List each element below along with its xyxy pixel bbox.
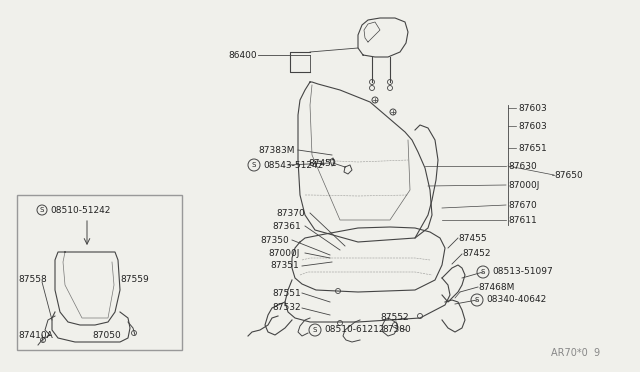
Text: 08510-51242: 08510-51242 xyxy=(50,205,110,215)
Text: 08510-61212: 08510-61212 xyxy=(324,326,385,334)
Text: 87410A: 87410A xyxy=(18,331,52,340)
Text: 87350: 87350 xyxy=(260,235,289,244)
Text: S: S xyxy=(313,327,317,333)
Text: 87383M: 87383M xyxy=(258,145,294,154)
Text: 08340-40642: 08340-40642 xyxy=(486,295,547,305)
Text: 08543-51242: 08543-51242 xyxy=(263,160,323,170)
Text: 87551: 87551 xyxy=(272,289,301,298)
Text: 08513-51097: 08513-51097 xyxy=(492,267,553,276)
Text: 87559: 87559 xyxy=(120,275,148,284)
Text: 87651: 87651 xyxy=(518,144,547,153)
Text: 87670: 87670 xyxy=(508,201,537,209)
Text: 87603: 87603 xyxy=(518,122,547,131)
Text: 87000J: 87000J xyxy=(508,180,540,189)
Text: 87452: 87452 xyxy=(462,250,490,259)
Text: 87451: 87451 xyxy=(308,158,337,167)
Text: S: S xyxy=(40,207,44,213)
Text: 87650: 87650 xyxy=(554,170,583,180)
Text: 87351: 87351 xyxy=(270,262,299,270)
Text: S: S xyxy=(252,162,256,168)
Text: 87000J: 87000J xyxy=(268,248,300,257)
Text: 87361: 87361 xyxy=(272,221,301,231)
Text: 87050: 87050 xyxy=(92,331,121,340)
Text: 86400: 86400 xyxy=(228,51,257,60)
Text: 87611: 87611 xyxy=(508,215,537,224)
Text: 87630: 87630 xyxy=(508,161,537,170)
Text: 87558: 87558 xyxy=(18,275,47,284)
Text: 87532: 87532 xyxy=(272,304,301,312)
Text: 87603: 87603 xyxy=(518,103,547,112)
Bar xyxy=(17,195,182,350)
Text: 87370: 87370 xyxy=(276,208,305,218)
Text: 87468M: 87468M xyxy=(478,282,515,292)
Text: AR70*0  9: AR70*0 9 xyxy=(551,348,600,358)
Text: 87380: 87380 xyxy=(382,326,411,334)
Text: S: S xyxy=(475,297,479,303)
Text: S: S xyxy=(481,269,485,275)
Text: 87552: 87552 xyxy=(380,314,408,323)
Text: 87455: 87455 xyxy=(458,234,486,243)
